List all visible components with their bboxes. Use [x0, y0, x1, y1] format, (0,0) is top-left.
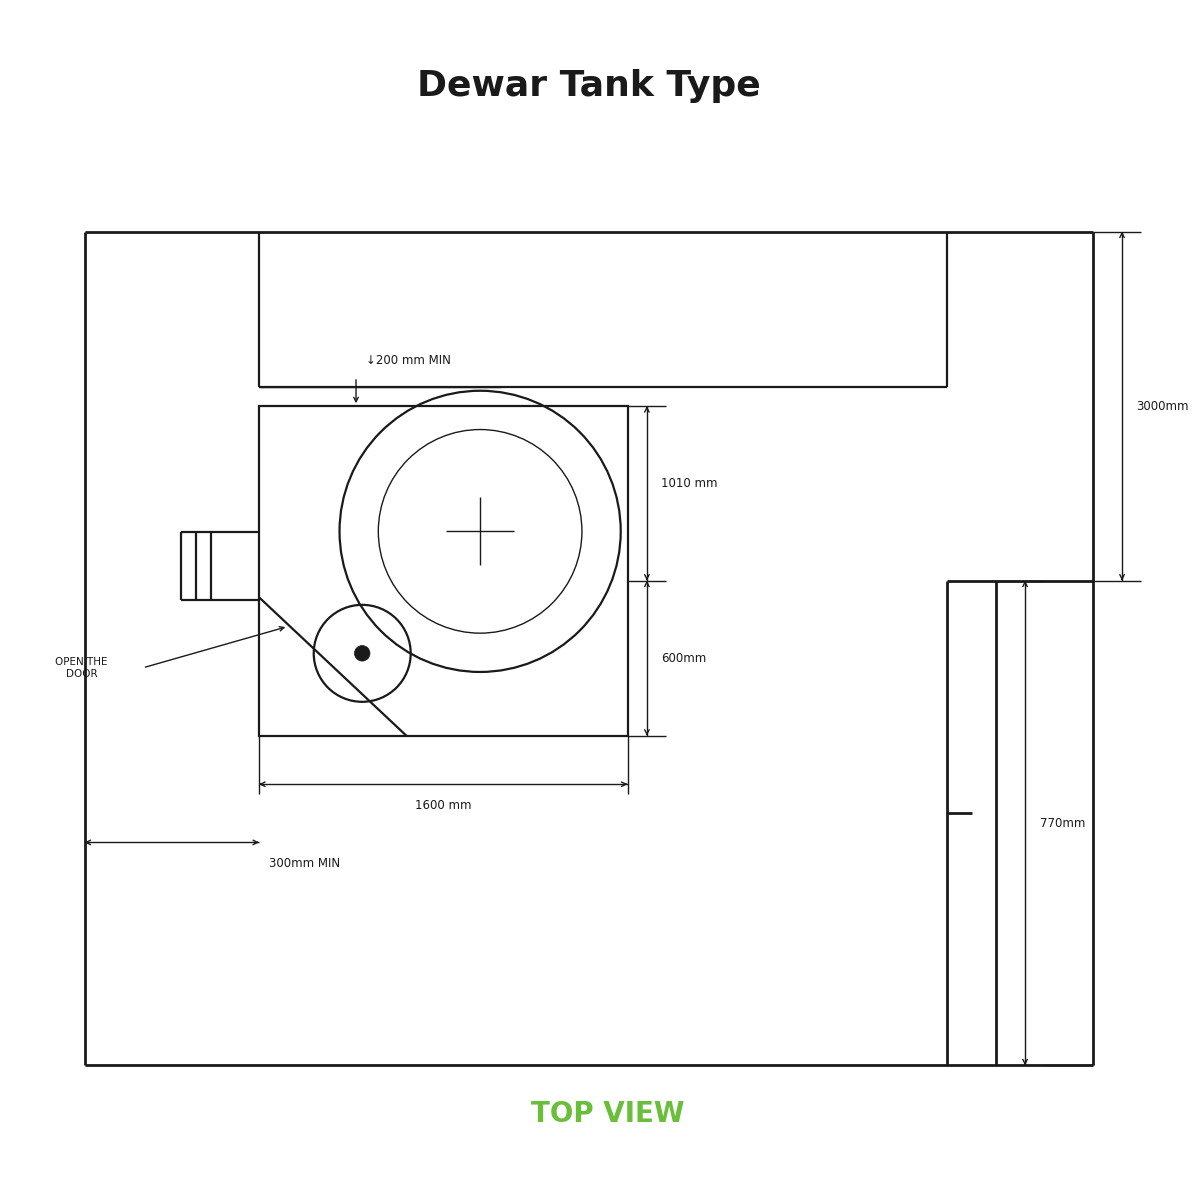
Bar	[259, 406, 628, 736]
Text: TOP VIEW: TOP VIEW	[532, 1100, 685, 1128]
Text: 1600 mm: 1600 mm	[415, 799, 472, 811]
Text: 770mm: 770mm	[1039, 816, 1085, 829]
Text: 300mm MIN: 300mm MIN	[269, 857, 340, 870]
Text: ↓200 mm MIN: ↓200 mm MIN	[366, 354, 450, 367]
Text: 3000mm: 3000mm	[1136, 400, 1189, 413]
Circle shape	[354, 646, 370, 661]
Text: 1010 mm: 1010 mm	[661, 478, 718, 490]
Text: Dewar Tank Type: Dewar Tank Type	[416, 70, 761, 103]
Text: 600mm: 600mm	[661, 652, 707, 665]
Text: OPEN THE
DOOR: OPEN THE DOOR	[55, 658, 108, 679]
